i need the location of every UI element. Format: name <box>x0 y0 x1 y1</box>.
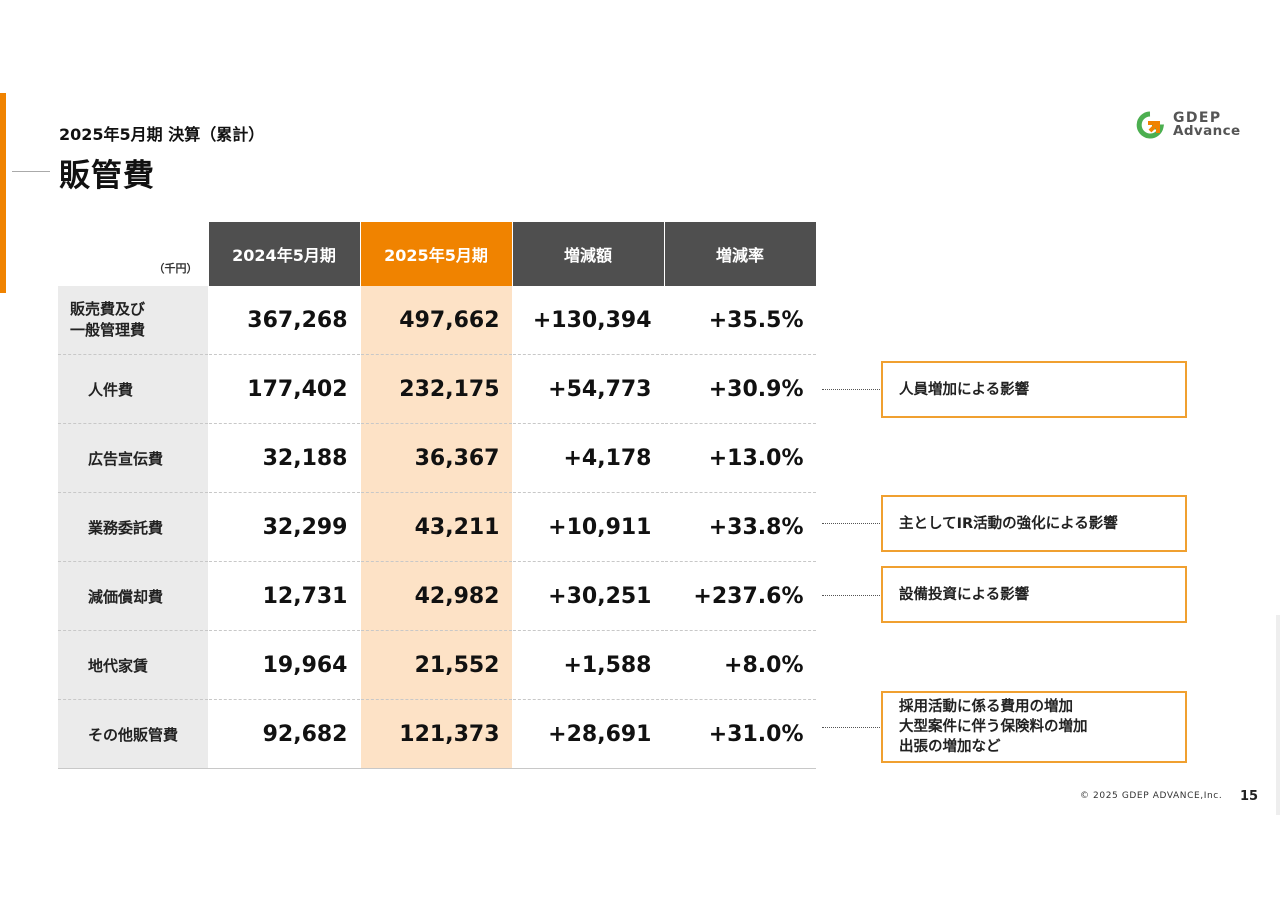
table-row-other: その他販管費 92,682 121,373 +28,691 +31.0% <box>58 699 816 769</box>
cell-fy2024: 177,402 <box>207 354 360 424</box>
note-depreciation: 設備投資による影響 <box>881 566 1187 623</box>
cell-fy2025: 497,662 <box>359 286 512 355</box>
leader-line <box>822 523 880 524</box>
note-text-line3: 出張の増加など <box>899 739 1001 755</box>
row-label: 広告宣伝費 <box>58 423 208 493</box>
note-text-line1: 採用活動に係る費用の増加 <box>899 699 1073 715</box>
table-row-personnel: 人件費 177,402 232,175 +54,773 +30.9% <box>58 354 816 424</box>
accent-bar <box>0 93 6 293</box>
row-label: 業務委託費 <box>58 492 208 562</box>
note-personnel: 人員増加による影響 <box>881 361 1187 418</box>
row-label: 減価償却費 <box>58 561 208 631</box>
cell-fy2024: 12,731 <box>207 561 360 631</box>
cell-change-rate: +8.0% <box>663 630 816 700</box>
cell-fy2025: 43,211 <box>359 492 512 562</box>
cell-change-amount: +130,394 <box>511 286 664 355</box>
cell-fy2025: 121,373 <box>359 699 512 769</box>
note-text: 主としてIR活動の強化による影響 <box>899 515 1118 532</box>
unit-label: （千円） <box>153 262 198 275</box>
cell-fy2024: 19,964 <box>207 630 360 700</box>
cell-change-amount: +28,691 <box>511 699 664 769</box>
cell-change-amount: +1,588 <box>511 630 664 700</box>
cell-change-rate: +13.0% <box>663 423 816 493</box>
table-row-total: 販売費及び 一般管理費 367,268 497,662 +130,394 +35… <box>58 286 816 355</box>
row-label: 販売費及び 一般管理費 <box>58 286 208 355</box>
cell-fy2024: 32,299 <box>207 492 360 562</box>
note-text: 人員増加による影響 <box>899 381 1030 398</box>
note-outsourcing: 主としてIR活動の強化による影響 <box>881 495 1187 552</box>
logo-text-advance: Advance <box>1173 123 1241 139</box>
cell-change-amount: +54,773 <box>511 354 664 424</box>
cell-change-rate: +33.8% <box>663 492 816 562</box>
note-other: 採用活動に係る費用の増加 大型案件に伴う保険料の増加 出張の増加など <box>881 691 1187 763</box>
logo-icon <box>1136 111 1165 139</box>
col-header-change-amount: 増減額 <box>511 222 664 286</box>
table-row-advertising: 広告宣伝費 32,188 36,367 +4,178 +13.0% <box>58 423 816 493</box>
cell-fy2025: 21,552 <box>359 630 512 700</box>
cell-change-amount: +4,178 <box>511 423 664 493</box>
cell-change-rate: +31.0% <box>663 699 816 769</box>
page-subtitle: 2025年5月期 決算（累計） <box>59 125 265 144</box>
cell-change-rate: +35.5% <box>663 286 816 355</box>
copyright: © 2025 GDEP ADVANCE,Inc. <box>1080 791 1223 801</box>
col-header-fy2024: 2024年5月期 <box>207 222 360 286</box>
page-title: 販管費 <box>59 158 155 194</box>
row-label-text: 販売費及び 一般管理費 <box>70 300 146 339</box>
logo-text-gdep: GDEP <box>1173 110 1222 126</box>
cell-fy2024: 32,188 <box>207 423 360 493</box>
row-label: その他販管費 <box>58 699 208 769</box>
table-row-rent: 地代家賃 19,964 21,552 +1,588 +8.0% <box>58 630 816 700</box>
row-label: 人件費 <box>58 354 208 424</box>
col-header-fy2025: 2025年5月期 <box>359 222 512 286</box>
leader-line <box>822 727 880 728</box>
col-header-change-rate: 増減率 <box>663 222 816 286</box>
scroll-edge <box>1276 615 1280 815</box>
table-row-depreciation: 減価償却費 12,731 42,982 +30,251 +237.6% <box>58 561 816 631</box>
sga-table: （千円） 2024年5月期 2025年5月期 増減額 増減率 販売費及び 一般管… <box>58 222 816 769</box>
cell-fy2024: 92,682 <box>207 699 360 769</box>
leader-line <box>822 389 880 390</box>
row-label: 地代家賃 <box>58 630 208 700</box>
title-rule <box>12 171 50 172</box>
note-text: 設備投資による影響 <box>899 586 1030 603</box>
cell-change-rate: +237.6% <box>663 561 816 631</box>
note-text-line2: 大型案件に伴う保険料の増加 <box>899 719 1088 735</box>
cell-change-amount: +10,911 <box>511 492 664 562</box>
page-number: 15 <box>1240 789 1259 804</box>
leader-line <box>822 595 880 596</box>
cell-change-amount: +30,251 <box>511 561 664 631</box>
cell-fy2025: 42,982 <box>359 561 512 631</box>
company-logo: GDEP Advance <box>1136 111 1241 139</box>
cell-change-rate: +30.9% <box>663 354 816 424</box>
cell-fy2025: 232,175 <box>359 354 512 424</box>
cell-fy2025: 36,367 <box>359 423 512 493</box>
table-row-outsourcing: 業務委託費 32,299 43,211 +10,911 +33.8% <box>58 492 816 562</box>
cell-fy2024: 367,268 <box>207 286 360 355</box>
